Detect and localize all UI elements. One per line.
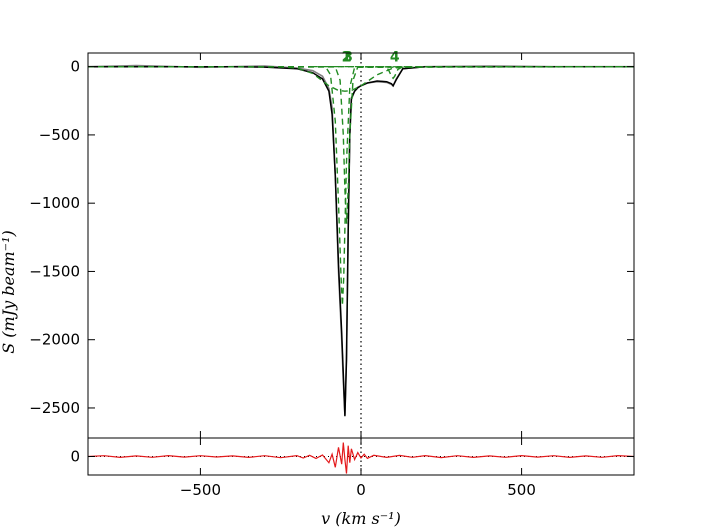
y-tick-label: −500 bbox=[39, 126, 80, 144]
y-tick-label: 0 bbox=[70, 58, 80, 76]
model-fit-line bbox=[88, 65, 634, 417]
observed-spectrum-line bbox=[87, 64, 634, 415]
y-tick-label: −1500 bbox=[29, 262, 80, 280]
x-tick-label: 0 bbox=[356, 481, 366, 499]
y-tick-label: −2500 bbox=[29, 399, 80, 417]
component-4-line bbox=[88, 66, 634, 80]
y-tick-label: −1000 bbox=[29, 194, 80, 212]
spectrum-panel: 123 4 0 −500 −1000 −1500 −2000 −2500 bbox=[29, 50, 635, 439]
component-label-1: 1 bbox=[342, 50, 352, 66]
component-2-line bbox=[87, 66, 635, 306]
component-label-4: 4 bbox=[390, 50, 400, 66]
component-3-line bbox=[87, 66, 635, 224]
x-tick-label: −500 bbox=[180, 481, 221, 499]
component-1-line bbox=[87, 66, 635, 92]
residual-y-tick-label: 0 bbox=[70, 448, 80, 466]
residual-line bbox=[87, 442, 635, 474]
y-axis-label: S (mJy beam⁻¹) bbox=[0, 230, 18, 354]
y-tick-label: −2000 bbox=[29, 331, 80, 349]
component-label-2: 2 bbox=[342, 50, 352, 66]
residual-panel: 0 −500 0 500 bbox=[70, 437, 635, 499]
spectrum-frame bbox=[87, 52, 635, 439]
x-axis-label: v (km s⁻¹) bbox=[321, 509, 401, 528]
x-tick-label: 500 bbox=[507, 481, 536, 499]
component-label-3: 3 bbox=[343, 50, 353, 66]
